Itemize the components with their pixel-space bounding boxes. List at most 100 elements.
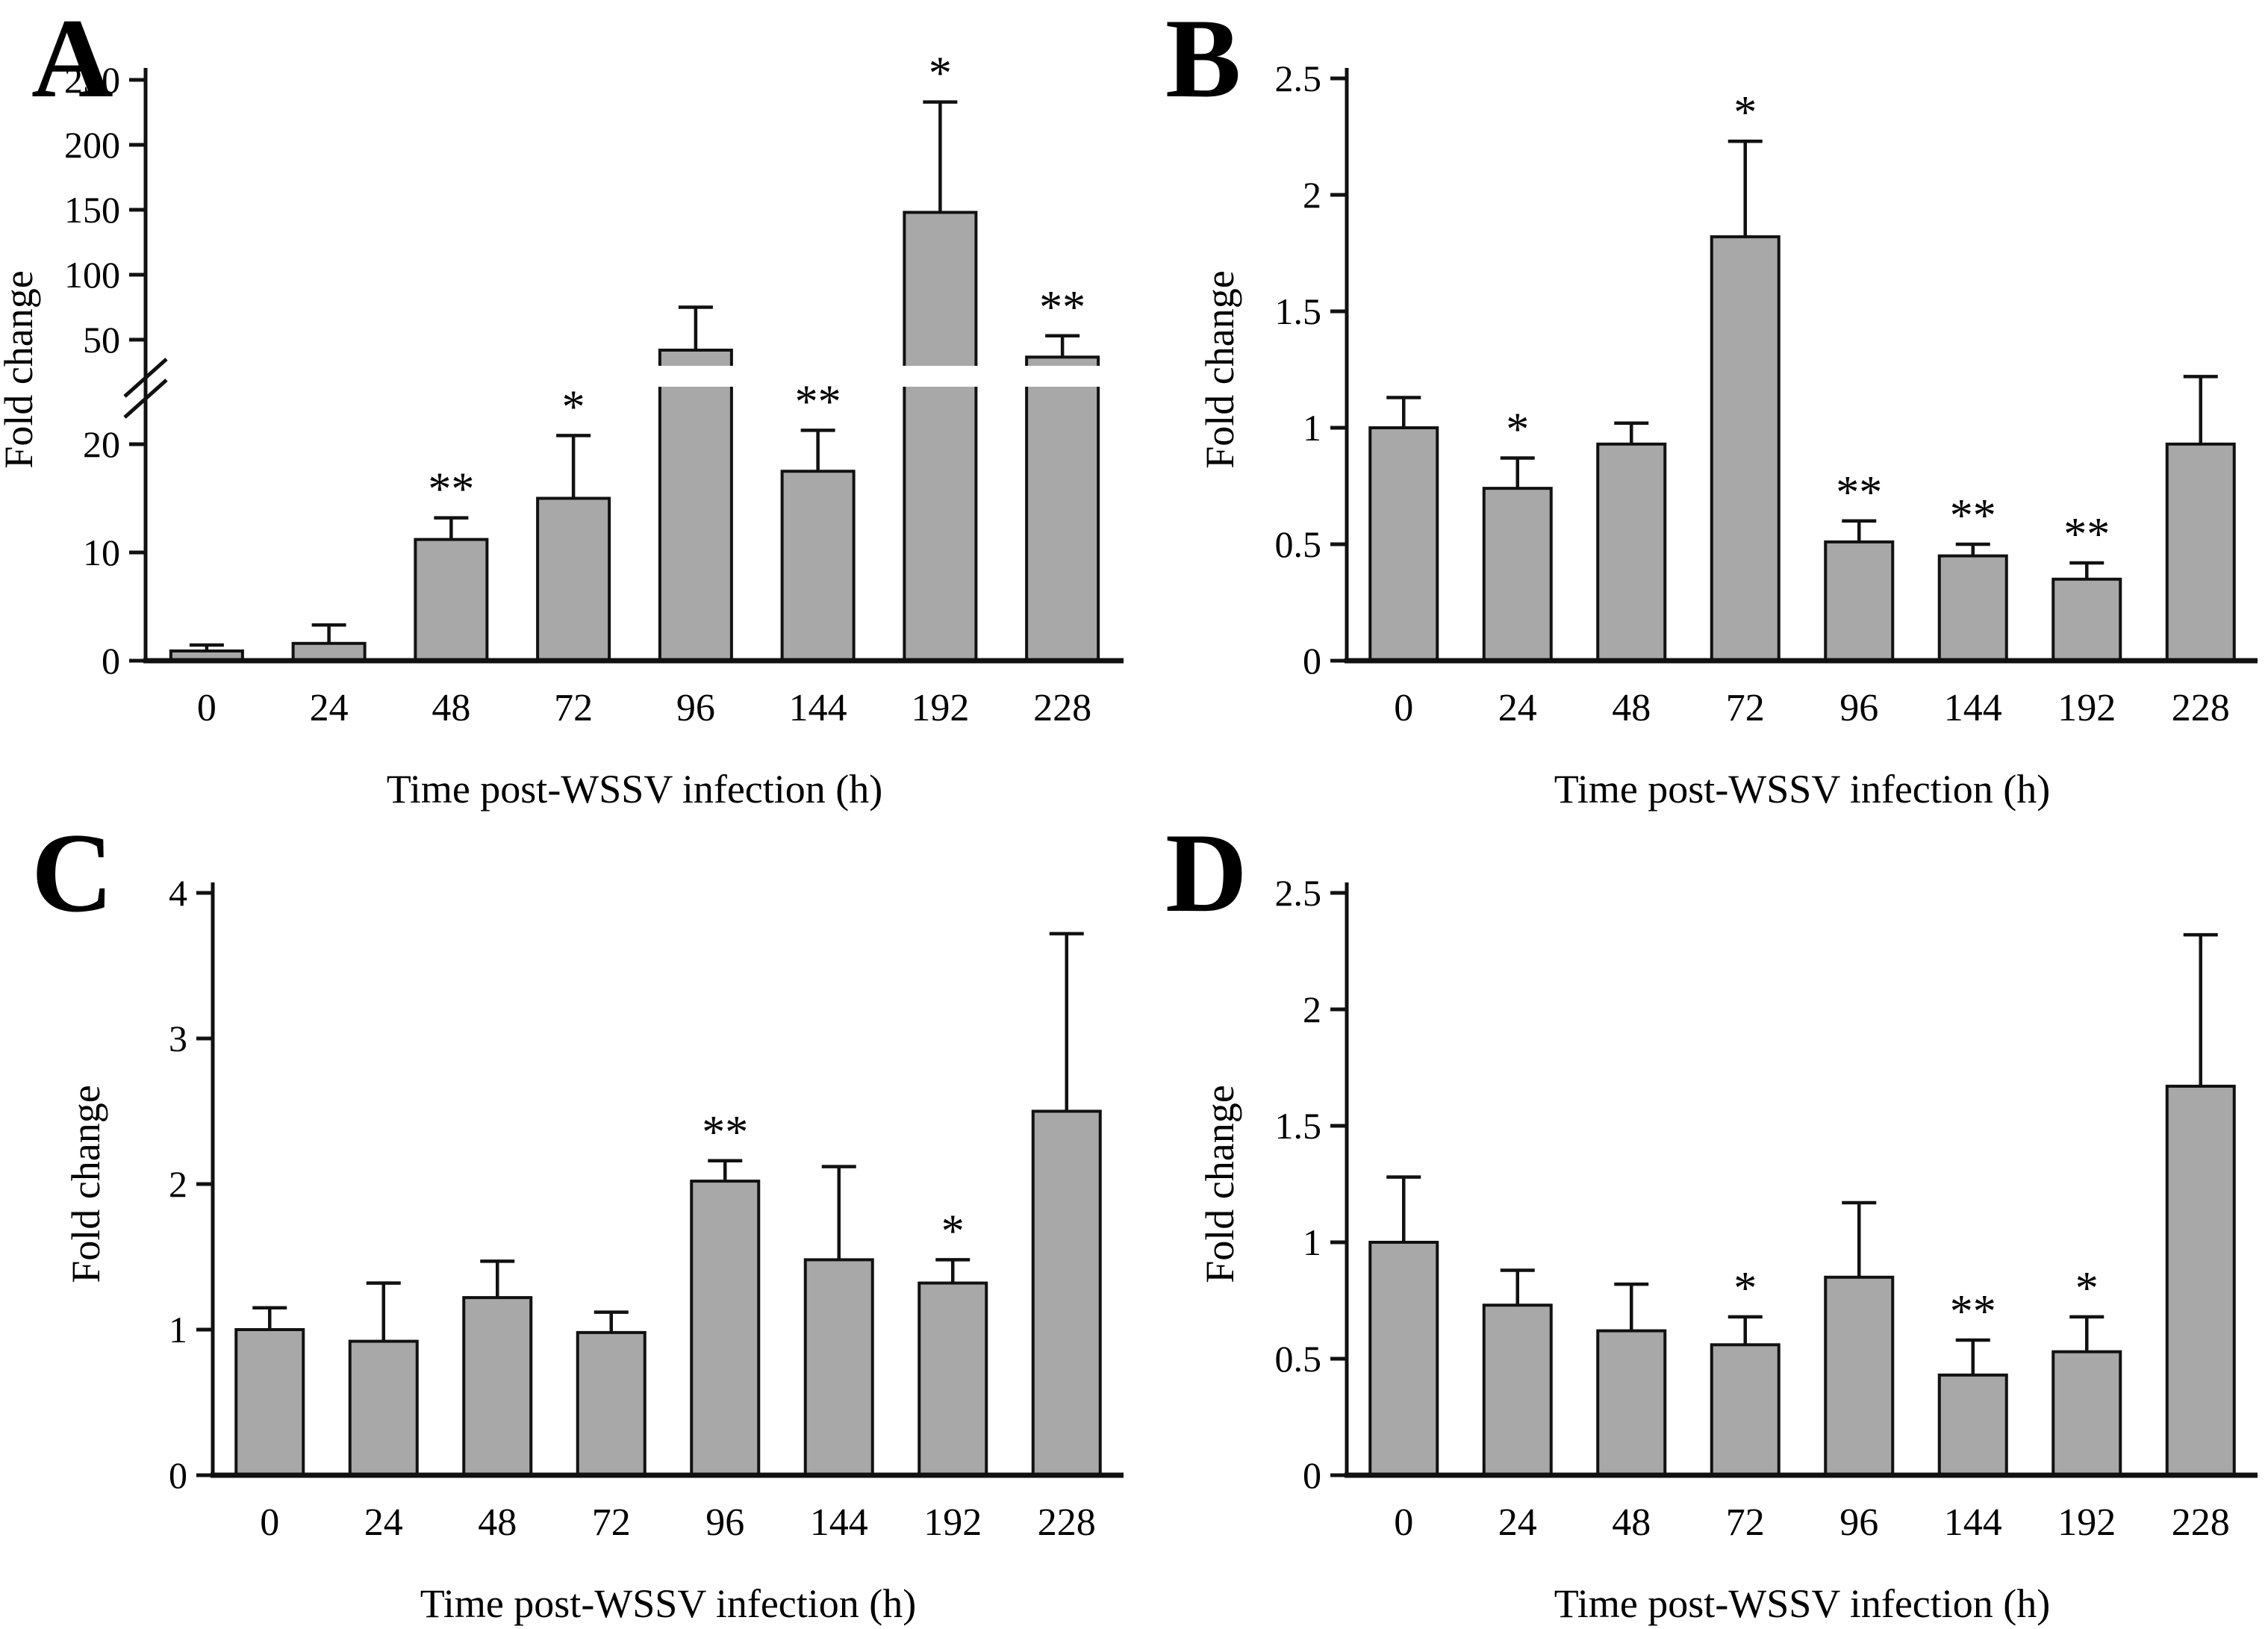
axis-break-stripe — [656, 366, 735, 387]
x-tick-label: 144 — [810, 1501, 868, 1544]
bar-72h — [576, 1330, 647, 1477]
significance-label: * — [1733, 87, 1757, 138]
x-tick-label: 192 — [2057, 1501, 2116, 1544]
bar-0h — [234, 1328, 305, 1477]
y-tick-label: 4 — [169, 872, 187, 914]
y-tick-label: 2.5 — [1275, 57, 1322, 99]
y-tick-label: 2 — [1303, 988, 1321, 1030]
y-tick-label: 2 — [169, 1163, 187, 1205]
bar-192h — [903, 211, 978, 663]
x-tick-label: 0 — [1394, 1501, 1413, 1544]
y-tick-label: 0 — [1303, 640, 1321, 682]
bar-228h — [2165, 442, 2236, 663]
panel-C: C ** * 0 1 2 3 4 0 24 48 72 96 144 192 228 Time post-WS… — [0, 814, 1134, 1629]
x-tick-label: 24 — [1498, 1501, 1537, 1544]
y-tick-label: 150 — [64, 189, 120, 231]
bar-24h — [1482, 1303, 1553, 1477]
bar-72h — [1710, 235, 1781, 663]
x-tick-label: 72 — [1726, 1501, 1765, 1544]
y-tick-label: 0.5 — [1275, 1338, 1322, 1380]
significance-label: ** — [1950, 1286, 1996, 1337]
y-tick-label: 0.5 — [1275, 523, 1322, 565]
bar-48h — [1596, 1329, 1667, 1477]
x-tick-label: 72 — [592, 1501, 631, 1544]
y-tick-label: 20 — [83, 423, 120, 465]
significance-label: * — [941, 1206, 965, 1256]
significance-label: * — [562, 381, 585, 432]
y-tick-label: 1 — [1303, 1221, 1321, 1263]
significance-label: ** — [2063, 509, 2110, 560]
x-tick-label: 96 — [1839, 1501, 1878, 1544]
x-tick-label: 72 — [1726, 687, 1765, 729]
bar-72h — [1710, 1343, 1781, 1477]
bar-228h — [1031, 1109, 1102, 1477]
x-tick-label: 192 — [923, 1501, 982, 1544]
x-tick-label: 228 — [1038, 1501, 1096, 1544]
x-tick-label: 144 — [789, 687, 847, 729]
x-tick-label: 48 — [1612, 1501, 1651, 1544]
y-tick-label: 3 — [169, 1018, 187, 1059]
x-tick-label: 144 — [1944, 1501, 2002, 1544]
bar-0h — [1368, 426, 1439, 662]
bar-48h — [414, 538, 489, 662]
x-tick-label: 96 — [705, 1501, 744, 1544]
bar-96h — [1824, 1275, 1895, 1477]
significance-label: ** — [1039, 282, 1085, 333]
panel-letter-B: B — [1165, 0, 1242, 121]
y-tick-label: 0 — [169, 1454, 187, 1496]
panel-letter-D: D — [1165, 810, 1247, 935]
significance-label: * — [1506, 405, 1529, 455]
panel-D: D * ** * 0 0.5 1 1.5 2 2.5 0 24 48 72 96 144 192 228 Time… — [1134, 814, 2268, 1629]
panel-A: A ** * ** * ** 0 10 20 50 100 150 200 250 0 24 48 72 96 14… — [0, 0, 1134, 814]
x-tick-label: 228 — [2172, 687, 2230, 729]
y-axis-title: Fold change — [63, 1085, 108, 1283]
panel-letter-A: A — [31, 0, 113, 121]
y-tick-label: 1 — [1303, 407, 1321, 449]
bar-24h — [1482, 487, 1553, 662]
significance-label: ** — [1950, 490, 1996, 541]
x-tick-label: 192 — [911, 687, 969, 729]
y-tick-label: 0 — [1303, 1454, 1321, 1496]
y-tick-label: 0 — [102, 640, 120, 682]
bar-48h — [462, 1296, 533, 1477]
significance-label: ** — [428, 464, 474, 515]
x-axis-title: Time post-WSSV infection (h) — [1554, 1581, 2051, 1626]
axis-break-mark — [123, 379, 168, 419]
significance-label: * — [929, 49, 952, 99]
y-tick-label: 1.5 — [1275, 1105, 1322, 1147]
y-tick-label: 200 — [64, 124, 120, 166]
bar-96h — [658, 349, 733, 662]
significance-label: ** — [795, 376, 841, 427]
bar-144h — [803, 1258, 874, 1477]
x-tick-label: 24 — [1498, 687, 1537, 729]
bar-192h — [2052, 577, 2122, 662]
x-axis-title: Time post-WSSV infection (h) — [1554, 767, 2051, 812]
y-tick-label: 100 — [64, 254, 120, 296]
significance-label: * — [2075, 1263, 2099, 1314]
y-tick-label: 250 — [64, 59, 120, 101]
bar-24h — [348, 1339, 419, 1477]
x-tick-label: 192 — [2057, 687, 2116, 729]
x-tick-label: 24 — [364, 1501, 403, 1544]
x-tick-label: 228 — [1033, 687, 1091, 729]
y-tick-label: 2.5 — [1275, 872, 1322, 914]
bar-228h — [1025, 355, 1100, 662]
bar-192h — [918, 1281, 988, 1477]
y-tick-label: 10 — [83, 532, 120, 573]
significance-label: ** — [702, 1107, 748, 1158]
bar-0h — [1368, 1241, 1439, 1477]
x-tick-label: 72 — [554, 687, 593, 729]
bar-96h — [1824, 540, 1895, 662]
bar-48h — [1596, 442, 1667, 663]
y-axis-title: Fold change — [0, 270, 41, 468]
x-tick-label: 48 — [1612, 687, 1651, 729]
panel-B: B * * ** ** ** 0 0.5 1 1.5 2 2.5 0 24 48 72 96 144 192 228… — [1134, 0, 2268, 814]
significance-label: * — [1733, 1263, 1757, 1314]
x-tick-label: 0 — [260, 1501, 279, 1544]
bar-96h — [690, 1180, 761, 1477]
x-tick-label: 48 — [478, 1501, 517, 1544]
